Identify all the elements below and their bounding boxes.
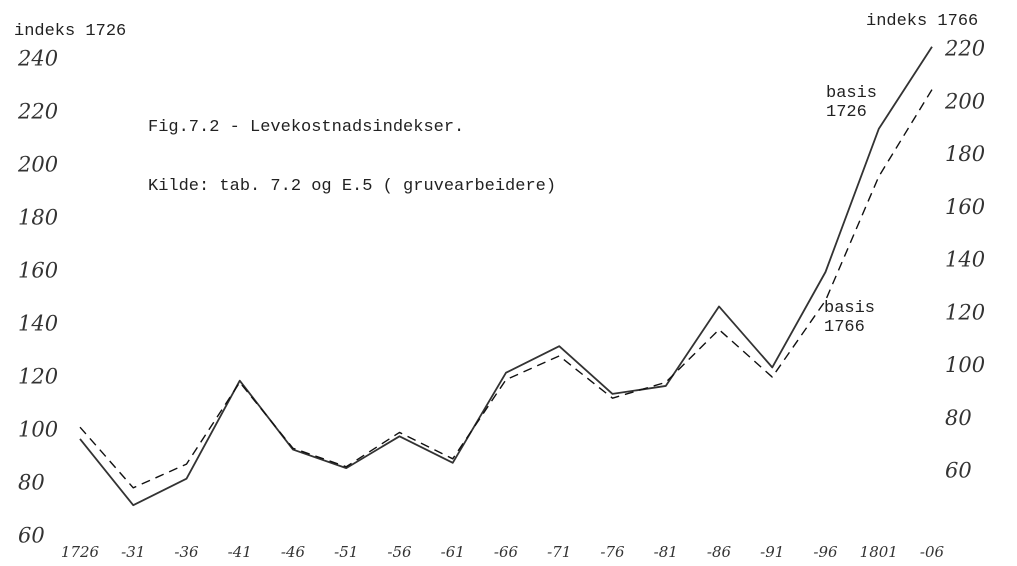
y2-tick-label: 180 — [945, 142, 985, 166]
x-tick-label: -46 — [281, 543, 306, 561]
y-tick-label: 120 — [18, 365, 58, 389]
line-series — [79, 46, 933, 507]
x-tick-label: -91 — [760, 543, 784, 561]
x-tick-label: -71 — [547, 543, 571, 561]
y2-tick-label: 200 — [944, 89, 985, 113]
series-label: basis 1726 — [826, 84, 878, 122]
chart-title: Fig.7.2 - Levekostnadsindekser. — [148, 118, 465, 137]
y-tick-label: 220 — [17, 100, 58, 124]
x-tick-label: -96 — [813, 543, 838, 561]
y2-tick-label: 100 — [945, 353, 985, 377]
x-tick-label: -51 — [334, 543, 358, 561]
y-tick-label: 100 — [18, 418, 58, 442]
x-tick-label: -81 — [654, 543, 678, 561]
x-tick-label: -66 — [494, 543, 519, 561]
line-series — [79, 89, 933, 489]
y2-tick-label: 160 — [945, 195, 985, 219]
x-tick-label: -41 — [228, 543, 252, 561]
x-tick-label: 1801 — [860, 543, 898, 561]
y-tick-label: 140 — [18, 312, 58, 336]
y2-axis-label: indeks 1766 — [866, 12, 979, 31]
y-tick-label: 200 — [17, 153, 58, 177]
y2-tick-label: 220 — [944, 37, 985, 61]
y-tick-label: 80 — [18, 471, 45, 495]
x-tick-label: -31 — [121, 543, 145, 561]
y-tick-label: 60 — [18, 524, 45, 548]
x-tick-label: 1726 — [61, 543, 100, 561]
x-tick-label: -61 — [441, 543, 465, 561]
x-tick-label: -56 — [387, 543, 412, 561]
chart-subtitle: Kilde: tab. 7.2 og E.5 ( gruvearbeidere) — [148, 177, 557, 196]
x-tick-label: -86 — [707, 543, 732, 561]
x-tick-label: -76 — [600, 543, 625, 561]
y-tick-label: 160 — [18, 259, 58, 283]
x-tick-label: -36 — [174, 543, 199, 561]
y2-tick-label: 140 — [945, 248, 985, 272]
x-tick-label: -06 — [920, 543, 945, 561]
y2-tick-label: 60 — [945, 459, 972, 483]
y-tick-label: 180 — [18, 206, 58, 230]
y2-tick-label: 80 — [945, 406, 972, 430]
series-label: basis 1766 — [824, 299, 876, 337]
y2-tick-label: 120 — [945, 300, 985, 324]
y-axis-label: indeks 1726 — [14, 22, 127, 41]
y-tick-label: 240 — [17, 47, 58, 71]
